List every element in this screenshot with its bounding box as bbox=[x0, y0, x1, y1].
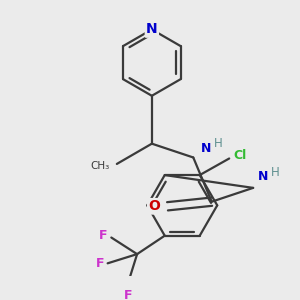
Text: H: H bbox=[271, 166, 279, 179]
Text: CH₃: CH₃ bbox=[90, 161, 110, 171]
Text: O: O bbox=[148, 199, 160, 213]
Text: H: H bbox=[214, 137, 222, 150]
Text: Cl: Cl bbox=[234, 149, 247, 162]
Text: F: F bbox=[99, 229, 108, 242]
Text: N: N bbox=[258, 170, 268, 183]
Text: F: F bbox=[95, 257, 104, 270]
Text: N: N bbox=[146, 22, 158, 37]
Text: N: N bbox=[201, 142, 211, 155]
Text: F: F bbox=[124, 289, 132, 300]
